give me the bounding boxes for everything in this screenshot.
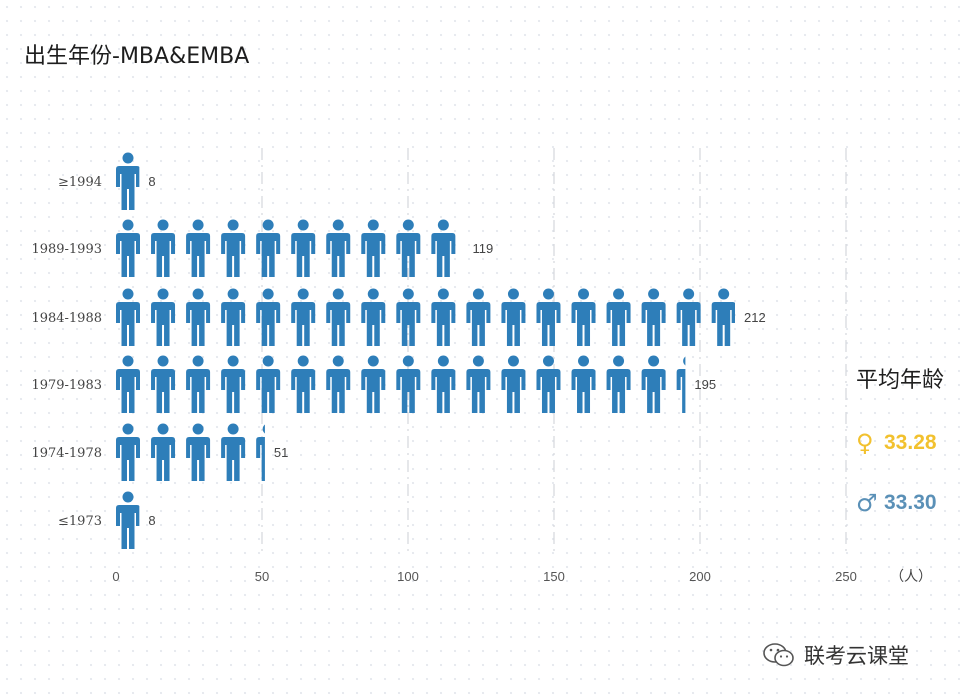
pictograph-bar bbox=[116, 288, 736, 346]
category-label: ≤1973 bbox=[58, 514, 102, 529]
watermark: 联考云课堂 bbox=[762, 640, 909, 670]
category-label: 1989-1993 bbox=[31, 242, 102, 257]
category-label: 1974-1978 bbox=[31, 446, 102, 461]
average-age-title: 平均年龄 bbox=[856, 368, 945, 393]
male-average-row: ♂ 33.30 bbox=[856, 488, 956, 518]
category-label: 1984-1988 bbox=[31, 311, 102, 326]
x-tick-label: 0 bbox=[112, 569, 119, 584]
x-tick-label: 100 bbox=[397, 569, 419, 584]
data-label: 51 bbox=[274, 445, 288, 460]
data-label: 195 bbox=[694, 377, 716, 392]
pictograph-bar bbox=[116, 355, 686, 413]
category-label: 1979-1983 bbox=[31, 378, 102, 393]
female-average-age: 33.28 bbox=[884, 431, 937, 454]
x-tick-label: 250 bbox=[835, 569, 857, 584]
x-tick-label: 150 bbox=[543, 569, 565, 584]
pictograph-bar bbox=[116, 152, 140, 210]
female-icon: ♀ bbox=[856, 429, 874, 457]
female-average-row: ♀ 33.28 bbox=[856, 428, 956, 458]
x-tick-label: 50 bbox=[255, 569, 269, 584]
data-label: 8 bbox=[148, 174, 155, 189]
data-label: 8 bbox=[148, 513, 155, 528]
chart-title: 出生年份-MBA&EMBA bbox=[24, 44, 250, 69]
data-label: 212 bbox=[744, 310, 766, 325]
pictograph-bar bbox=[116, 423, 265, 481]
average-age-panel: 平均年龄 ♀ 33.28 ♂ 33.30 bbox=[856, 362, 956, 548]
male-average-age: 33.30 bbox=[884, 491, 937, 514]
x-tick-label: 200 bbox=[689, 569, 711, 584]
pictograph-bar bbox=[116, 219, 456, 277]
wechat-icon bbox=[763, 643, 794, 667]
x-unit-label: （人） bbox=[890, 569, 932, 585]
data-label: 119 bbox=[472, 241, 493, 256]
category-label: ≥1994 bbox=[58, 175, 102, 190]
watermark-text: 联考云课堂 bbox=[804, 644, 909, 668]
male-icon: ♂ bbox=[856, 489, 878, 517]
pictograph-bar bbox=[116, 491, 140, 549]
